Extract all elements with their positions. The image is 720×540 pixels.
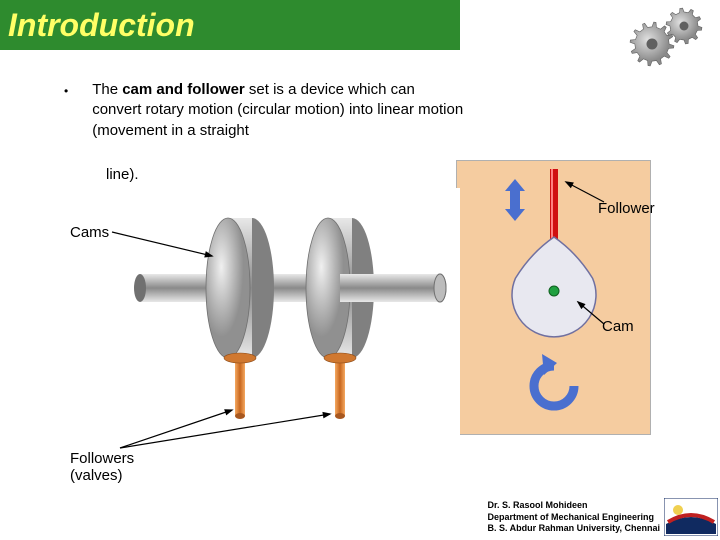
label-cams: Cams	[70, 224, 109, 241]
cam-shape	[512, 237, 596, 337]
bullet-marker: •	[64, 80, 68, 141]
title-bar: Introduction	[0, 0, 460, 50]
footer-line-3: B. S. Abdur Rahman University, Chennai	[487, 523, 660, 534]
cam-shaft-body	[134, 218, 446, 419]
figure-cam-shaft	[130, 188, 460, 438]
gear-icon	[622, 2, 712, 72]
bullet-tail: line).	[106, 166, 139, 183]
bullet-bold: cam and follower	[122, 81, 245, 98]
bullet-prefix: The	[92, 81, 122, 98]
linear-motion-arrow-icon	[505, 179, 525, 221]
slide-title: Introduction	[8, 7, 195, 44]
label-cam: Cam	[602, 318, 634, 335]
follower-rod-highlight	[551, 169, 553, 246]
footer-credits: Dr. S. Rasool Mohideen Department of Mec…	[487, 500, 660, 534]
rotary-motion-arrow-icon	[534, 354, 574, 406]
footer-line-2: Department of Mechanical Engineering	[487, 512, 660, 523]
university-logo-icon	[664, 498, 718, 536]
bullet-text: The cam and follower set is a device whi…	[92, 80, 464, 141]
cam-shaft-svg	[130, 188, 460, 438]
label-follower: Follower	[598, 200, 655, 217]
label-followers-valves: Followers (valves)	[70, 450, 134, 484]
bullet-paragraph: • The cam and follower set is a device w…	[64, 80, 464, 141]
footer-line-1: Dr. S. Rasool Mohideen	[487, 500, 660, 511]
